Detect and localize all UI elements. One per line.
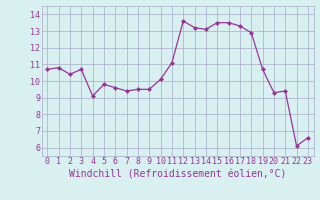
X-axis label: Windchill (Refroidissement éolien,°C): Windchill (Refroidissement éolien,°C) xyxy=(69,169,286,179)
